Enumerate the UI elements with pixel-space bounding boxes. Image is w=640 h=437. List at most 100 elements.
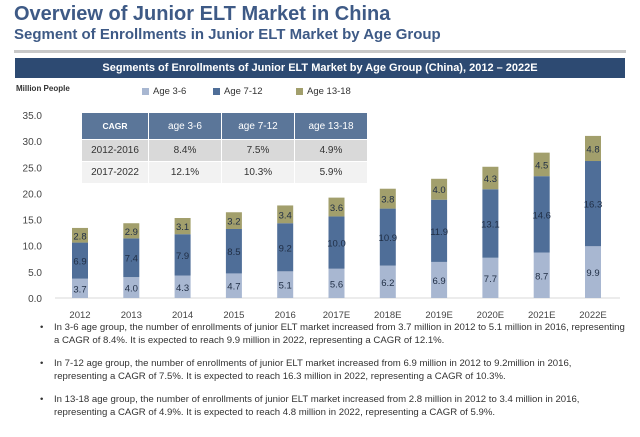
x-tick-label: 2015	[223, 310, 244, 321]
y-tick-label: 20.0	[23, 189, 43, 200]
data-label: 11.9	[430, 227, 448, 238]
data-label: 7.9	[176, 251, 189, 262]
bar-segment	[379, 188, 396, 209]
data-label: 2.8	[73, 231, 86, 242]
x-tick-label: 2014	[172, 310, 193, 321]
data-label: 7.7	[484, 274, 497, 285]
bar-segment	[72, 278, 88, 298]
y-tick-label: 35.0	[23, 111, 43, 122]
data-label: 9.9	[586, 268, 599, 279]
data-label: 4.5	[535, 160, 548, 171]
data-label: 5.6	[330, 279, 343, 290]
bar-segment	[585, 135, 601, 162]
bullet-list: In 3-6 age group, the number of enrollme…	[36, 321, 626, 429]
legend-swatch	[296, 88, 303, 95]
x-tick-label: 2016	[275, 310, 296, 321]
bar-segment	[482, 166, 499, 190]
bar-segment	[431, 199, 448, 262]
x-tick-label: 2022E	[579, 310, 606, 321]
data-label: 6.9	[432, 276, 445, 287]
bar-segment	[225, 212, 242, 229]
legend-swatch	[142, 88, 149, 95]
bar-segment	[533, 152, 550, 177]
y-tick-label: 0.0	[28, 294, 42, 305]
table-cell: 4.9%	[294, 139, 368, 162]
legend-label: Age 13-18	[307, 86, 351, 97]
data-label: 6.2	[381, 278, 394, 289]
page-title: Overview of Junior ELT Market in China	[14, 3, 391, 25]
table-row: 2012-2016 8.4% 7.5% 4.9%	[82, 139, 368, 162]
table-header: age 3-6	[148, 113, 222, 140]
bar-segment	[225, 273, 242, 298]
table-header: age 7-12	[221, 113, 295, 140]
bar-segment	[328, 197, 345, 217]
y-tick-label: 30.0	[23, 137, 43, 148]
data-label: 6.9	[73, 257, 86, 268]
bar-segment	[379, 265, 396, 298]
bar-segment	[431, 178, 448, 200]
bar-segment	[123, 223, 140, 239]
data-label: 3.1	[176, 222, 189, 233]
table-cell: 5.9%	[294, 161, 368, 183]
data-label: 3.8	[381, 195, 394, 206]
bullet-item: In 7-12 age group, the number of enrollm…	[36, 357, 626, 383]
bar-segment	[277, 205, 294, 224]
data-label: 4.0	[432, 185, 445, 196]
table-cell: 10.3%	[221, 161, 295, 183]
page-subtitle: Segment of Enrollments in Junior ELT Mar…	[14, 26, 441, 43]
table-cell: 2012-2016	[82, 139, 149, 162]
x-tick-label: 2020E	[477, 310, 504, 321]
divider	[14, 50, 626, 53]
x-tick-label: 2012	[69, 310, 90, 321]
legend-age-13-18: Age 13-18	[296, 86, 351, 97]
bar-segment	[123, 277, 140, 298]
legend-label: Age 3-6	[153, 86, 187, 97]
bar-segment	[379, 208, 396, 266]
table-cell: 12.1%	[148, 161, 222, 183]
legend-swatch	[213, 88, 220, 95]
data-label: 4.3	[176, 283, 189, 294]
bar-segment	[174, 218, 191, 235]
table-header: age 13-18	[294, 113, 368, 140]
data-label: 4.7	[227, 282, 240, 293]
data-label: 4.8	[586, 144, 599, 155]
bullet-item: In 3-6 age group, the number of enrollme…	[36, 321, 626, 347]
bar-segment	[533, 176, 550, 253]
data-label: 16.3	[584, 200, 603, 211]
bar-segment	[482, 189, 499, 258]
table-row: 2017-2022 12.1% 10.3% 5.9%	[82, 161, 368, 183]
chart-title: Segments of Enrollments of Junior ELT Ma…	[15, 58, 625, 78]
y-axis-label: Million People	[16, 84, 70, 93]
legend-age-7-12: Age 7-12	[213, 86, 263, 97]
table-header: CAGR	[82, 113, 149, 140]
bar-segment	[72, 227, 88, 243]
bar-segment	[328, 268, 345, 298]
bar-segment	[123, 238, 140, 278]
y-tick-label: 25.0	[23, 163, 43, 174]
x-tick-label: 2018E	[374, 310, 401, 321]
legend-age-3-6: Age 3-6	[142, 86, 186, 97]
bar-segment	[174, 275, 191, 298]
y-tick-label: 15.0	[23, 216, 43, 227]
x-tick-label: 2013	[121, 310, 142, 321]
cagr-table: CAGR age 3-6 age 7-12 age 13-18 2012-201…	[82, 113, 368, 183]
data-label: 3.2	[227, 217, 240, 228]
data-label: 2.9	[125, 227, 138, 238]
data-label: 10.9	[379, 233, 398, 244]
x-tick-label: 2021E	[528, 310, 555, 321]
data-label: 7.4	[125, 254, 138, 265]
data-label: 10.0	[327, 239, 346, 250]
data-label: 3.7	[73, 284, 86, 295]
data-label: 3.6	[330, 203, 343, 214]
data-label: 13.1	[481, 219, 500, 230]
bar-segment	[585, 161, 601, 247]
table-cell: 2017-2022	[82, 161, 149, 183]
data-label: 14.6	[532, 210, 551, 221]
data-label: 5.1	[279, 281, 292, 292]
bar-segment	[277, 271, 294, 298]
data-label: 8.5	[227, 247, 240, 258]
table-header-row: CAGR age 3-6 age 7-12 age 13-18	[82, 113, 368, 140]
data-label: 9.2	[279, 243, 292, 254]
table-cell: 7.5%	[221, 139, 295, 162]
